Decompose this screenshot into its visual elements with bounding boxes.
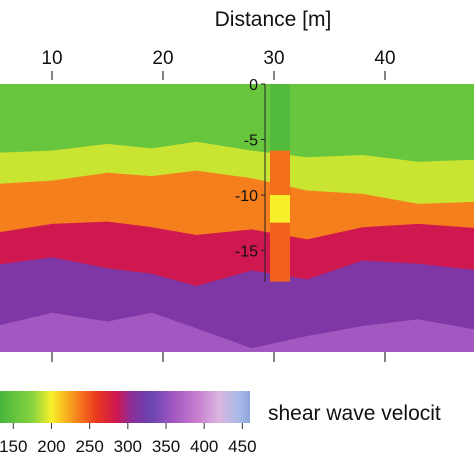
colorbar-tick-label: 150 — [0, 437, 27, 456]
borehole-depth-label: 0 — [249, 77, 258, 94]
colorbar: 150 200 250 300 350 400 450 shear wave velocit — [0, 391, 441, 456]
velocity-layers — [0, 84, 474, 352]
borehole-profile: 0 -5 -10 -15 — [235, 77, 290, 282]
borehole-segment — [270, 222, 290, 282]
colorbar-tick-label: 350 — [152, 437, 180, 456]
x-tick-label: 30 — [263, 48, 284, 69]
colorbar-gradient — [0, 391, 250, 423]
borehole-depth-label: -5 — [244, 133, 258, 150]
borehole-segment — [270, 84, 290, 151]
colorbar-ticks: 150 200 250 300 350 400 450 — [0, 423, 257, 456]
borehole-depth-label: -10 — [235, 188, 258, 205]
colorbar-tick-label: 250 — [75, 437, 103, 456]
x-tick-label: 10 — [41, 48, 62, 69]
borehole-segment — [270, 150, 290, 195]
borehole-segment — [270, 195, 290, 223]
x-tick-label: 20 — [152, 48, 173, 69]
x-tick-label: 40 — [374, 48, 395, 69]
velocity-layer-purple-lilac — [0, 312, 474, 352]
colorbar-label: shear wave velocit — [268, 402, 441, 425]
borehole-depth-label: -15 — [235, 244, 258, 261]
x-axis-ticks: 10 20 30 40 — [41, 48, 396, 362]
colorbar-tick-label: 400 — [190, 437, 218, 456]
velocity-section-plot — [0, 84, 474, 352]
x-axis-title: Distance [m] — [215, 8, 332, 31]
colorbar-tick-label: 450 — [228, 437, 256, 456]
colorbar-tick-label: 300 — [114, 437, 142, 456]
colorbar-tick-label: 200 — [37, 437, 65, 456]
